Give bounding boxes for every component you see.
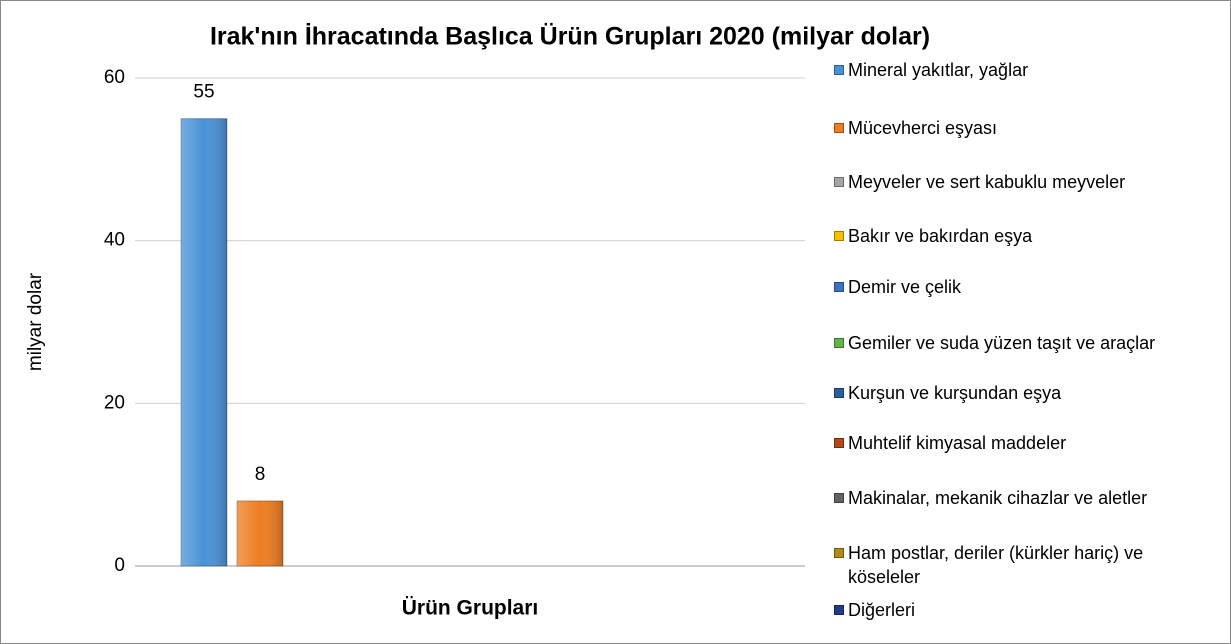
legend-entry: Demir ve çelik <box>834 275 962 299</box>
legend-entry: Makinalar, mekanik cihazlar ve aletler <box>834 486 1168 510</box>
bar-shading <box>237 500 283 566</box>
legend-entry: Mineral yakıtlar, yağlar <box>834 58 1029 82</box>
legend-swatch <box>834 338 844 348</box>
legend-entry: Bakır ve bakırdan eşya <box>834 224 1033 248</box>
legend-swatch <box>834 548 844 558</box>
legend-label: Muhtelif kimyasal maddeler <box>848 433 1067 453</box>
y-tick-label: 60 <box>104 67 125 88</box>
x-axis-title: Ürün Grupları <box>402 597 539 620</box>
legend-swatch <box>834 493 844 503</box>
legend-entry: Kurşun ve kurşundan eşya <box>834 381 1062 405</box>
bar-shading <box>181 118 227 567</box>
chart-title: Irak'nın İhracatında Başlıca Ürün Grupla… <box>210 22 930 51</box>
legend-entry: Gemiler ve suda yüzen taşıt ve araçlar <box>834 331 1168 355</box>
legend-swatch <box>834 282 844 292</box>
legend-swatch <box>834 231 844 241</box>
y-tick-label: 0 <box>114 555 125 576</box>
legend-swatch <box>834 605 844 615</box>
legend-swatch <box>834 388 844 398</box>
legend-swatch <box>834 65 844 75</box>
y-axis-title: milyar dolar <box>25 272 46 371</box>
legend-label: Mücevherci eşyası <box>848 118 998 138</box>
legend-entry: Muhtelif kimyasal maddeler <box>834 431 1067 455</box>
legend-label: Makinalar, mekanik cihazlar ve aletler <box>848 488 1148 508</box>
legend-label: Demir ve çelik <box>848 277 962 297</box>
legend-label: Kurşun ve kurşundan eşya <box>848 383 1062 403</box>
legend-label: Meyveler ve sert kabuklu meyveler <box>848 172 1126 192</box>
legend-entry: Mücevherci eşyası <box>834 116 998 140</box>
y-tick-label: 20 <box>104 392 125 413</box>
legend-swatch <box>834 123 844 133</box>
legend-swatch <box>834 438 844 448</box>
legend-entry: Meyveler ve sert kabuklu meyveler <box>834 170 1126 194</box>
legend-label: Gemiler ve suda yüzen taşıt ve araçlar <box>848 333 1156 353</box>
data-label: 55 <box>193 82 214 103</box>
legend-entry: Ham postlar, deriler (kürkler hariç) ve … <box>834 541 1168 589</box>
legend-label: Diğerleri <box>848 600 916 620</box>
legend-label: Bakır ve bakırdan eşya <box>848 226 1033 246</box>
data-label: 8 <box>255 464 266 485</box>
y-tick-label: 40 <box>104 230 125 251</box>
legend-swatch <box>834 177 844 187</box>
legend-label: Ham postlar, deriler (kürkler hariç) ve … <box>848 543 1144 587</box>
legend-label: Mineral yakıtlar, yağlar <box>848 60 1029 80</box>
legend-entry: Diğerleri <box>834 598 916 622</box>
